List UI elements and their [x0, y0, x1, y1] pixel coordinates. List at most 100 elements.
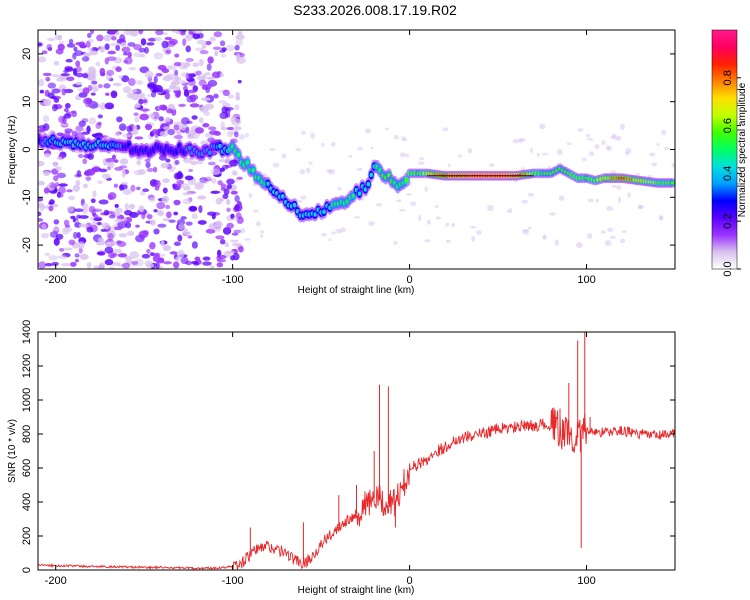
spectrogram-speckle	[140, 108, 150, 112]
spectrogram-speckle	[180, 31, 186, 36]
spectrogram-speckle	[109, 266, 115, 269]
spectrogram-speckle	[197, 195, 207, 200]
spectrogram-speckle	[53, 237, 60, 246]
spectrogram-speckle	[63, 108, 69, 113]
spectrogram-speckle	[61, 88, 67, 96]
spectrogram-speckle	[226, 207, 231, 213]
spectrogram-speckle	[232, 172, 238, 176]
spectrogram-speckle	[222, 89, 230, 97]
spectrogram-speckle	[529, 148, 534, 153]
spectrogram-speckle	[123, 209, 133, 216]
spectrogram-speckle	[305, 167, 311, 174]
spectrogram-speckle	[196, 39, 207, 45]
spectrogram-speckle	[140, 38, 147, 46]
spectrogram-speckle	[649, 152, 656, 157]
spectrogram-speckle	[190, 94, 197, 103]
spectrogram-speckle	[41, 223, 47, 230]
spectrogram-speckle	[57, 255, 67, 259]
spectrogram-speckle	[132, 125, 138, 133]
spectrogram-speckle	[48, 255, 58, 261]
spectrogram-speckle	[74, 208, 84, 213]
spectrogram-speckle	[139, 113, 149, 121]
spectrogram-speckle	[97, 83, 103, 89]
spectrogram-speckle	[44, 153, 51, 158]
spectrogram-speckle	[149, 197, 156, 202]
spectrogram-speckle	[604, 240, 612, 247]
spectrogram-speckle	[155, 30, 164, 36]
spectrogram-speckle	[60, 123, 69, 127]
spectrogram-speckle	[116, 241, 127, 248]
spectrogram-speckle	[38, 197, 44, 202]
spectrogram-speckle	[60, 73, 71, 77]
colorbar-tick-label: 0.4	[722, 166, 734, 181]
spectrogram-speckle	[96, 34, 104, 42]
spectrogram-speckle	[219, 111, 229, 120]
spectrogram-speckle	[133, 112, 139, 117]
spectrogram-speckle	[582, 157, 587, 161]
spectrogram-speckle	[184, 175, 194, 181]
spectrogram-speckle	[159, 131, 169, 137]
spectrogram-speckle	[41, 50, 48, 55]
spectrogram-speckle	[91, 220, 97, 225]
spectrogram-x-ticks: -200 -100 0 100	[45, 30, 596, 286]
spectrogram-speckle	[658, 215, 664, 221]
spectrogram-speckle	[38, 160, 45, 167]
spectrogram-speckle	[109, 42, 119, 47]
spectrogram-speckle	[209, 265, 215, 269]
spectrogram-speckle	[38, 218, 44, 222]
spectrogram-speckle	[221, 164, 229, 170]
spectrogram-speckle	[418, 161, 425, 165]
spectrogram-speckle	[188, 73, 196, 78]
spectrogram-speckle	[259, 230, 265, 234]
spectrogram-speckle	[88, 117, 97, 125]
spectrogram-core	[245, 160, 250, 165]
spectrogram-speckle	[72, 184, 81, 192]
spectrogram-speckle	[296, 200, 303, 203]
spectrogram-speckle	[215, 235, 225, 240]
spectrogram-speckle	[104, 246, 114, 254]
spectrogram-speckle	[172, 85, 181, 92]
spectrogram-speckle	[320, 232, 327, 237]
spectrogram-speckle	[215, 197, 223, 205]
spectrogram-speckle	[165, 204, 171, 210]
spectrogram-speckle	[328, 238, 332, 242]
spectrogram-speckle	[185, 45, 191, 53]
spectrogram-speckle	[123, 59, 128, 64]
spectrogram-speckle	[223, 188, 230, 196]
spectrogram-speckle	[64, 224, 71, 228]
spectrogram-speckle	[128, 203, 136, 210]
spectrogram-speckle	[200, 140, 208, 146]
y-tick-label: 400	[21, 493, 33, 511]
spectrogram-speckle	[43, 98, 52, 107]
spectrogram-speckle	[155, 261, 160, 269]
spectrogram-speckle	[586, 134, 590, 138]
spectrogram-speckle	[393, 240, 398, 246]
spectrogram-speckle	[400, 136, 406, 141]
spectrogram-speckle	[232, 217, 239, 221]
spectrogram-speckle	[182, 65, 188, 70]
spectrogram-speckle	[122, 188, 133, 195]
spectrogram-speckle	[606, 206, 614, 211]
spectrogram-speckle	[205, 228, 216, 234]
spectrogram-speckle	[205, 83, 212, 90]
spectrogram-speckle	[121, 169, 126, 178]
spectrogram-speckle	[167, 128, 176, 136]
spectrogram-speckle	[183, 231, 191, 235]
spectrogram-speckle	[68, 195, 76, 201]
spectrogram-core	[369, 172, 374, 178]
spectrogram-speckle	[86, 261, 92, 269]
spectrogram-speckle	[117, 253, 128, 258]
spectrogram-speckle	[399, 152, 407, 158]
spectrogram-speckle	[42, 72, 52, 77]
spectrogram-speckle	[435, 216, 441, 220]
spectrogram-speckle	[423, 239, 431, 243]
spectrogram-speckle	[233, 229, 242, 234]
spectrogram-speckle	[636, 173, 641, 176]
spectrogram-speckle	[83, 153, 92, 159]
colorbar-tick-label: 0.2	[722, 214, 734, 229]
spectrogram-speckle	[73, 46, 78, 52]
spectrogram-speckle	[38, 56, 47, 63]
spectrogram-speckle	[132, 43, 142, 51]
spectrogram-speckle	[145, 161, 151, 169]
spectrogram-speckle	[40, 233, 50, 239]
